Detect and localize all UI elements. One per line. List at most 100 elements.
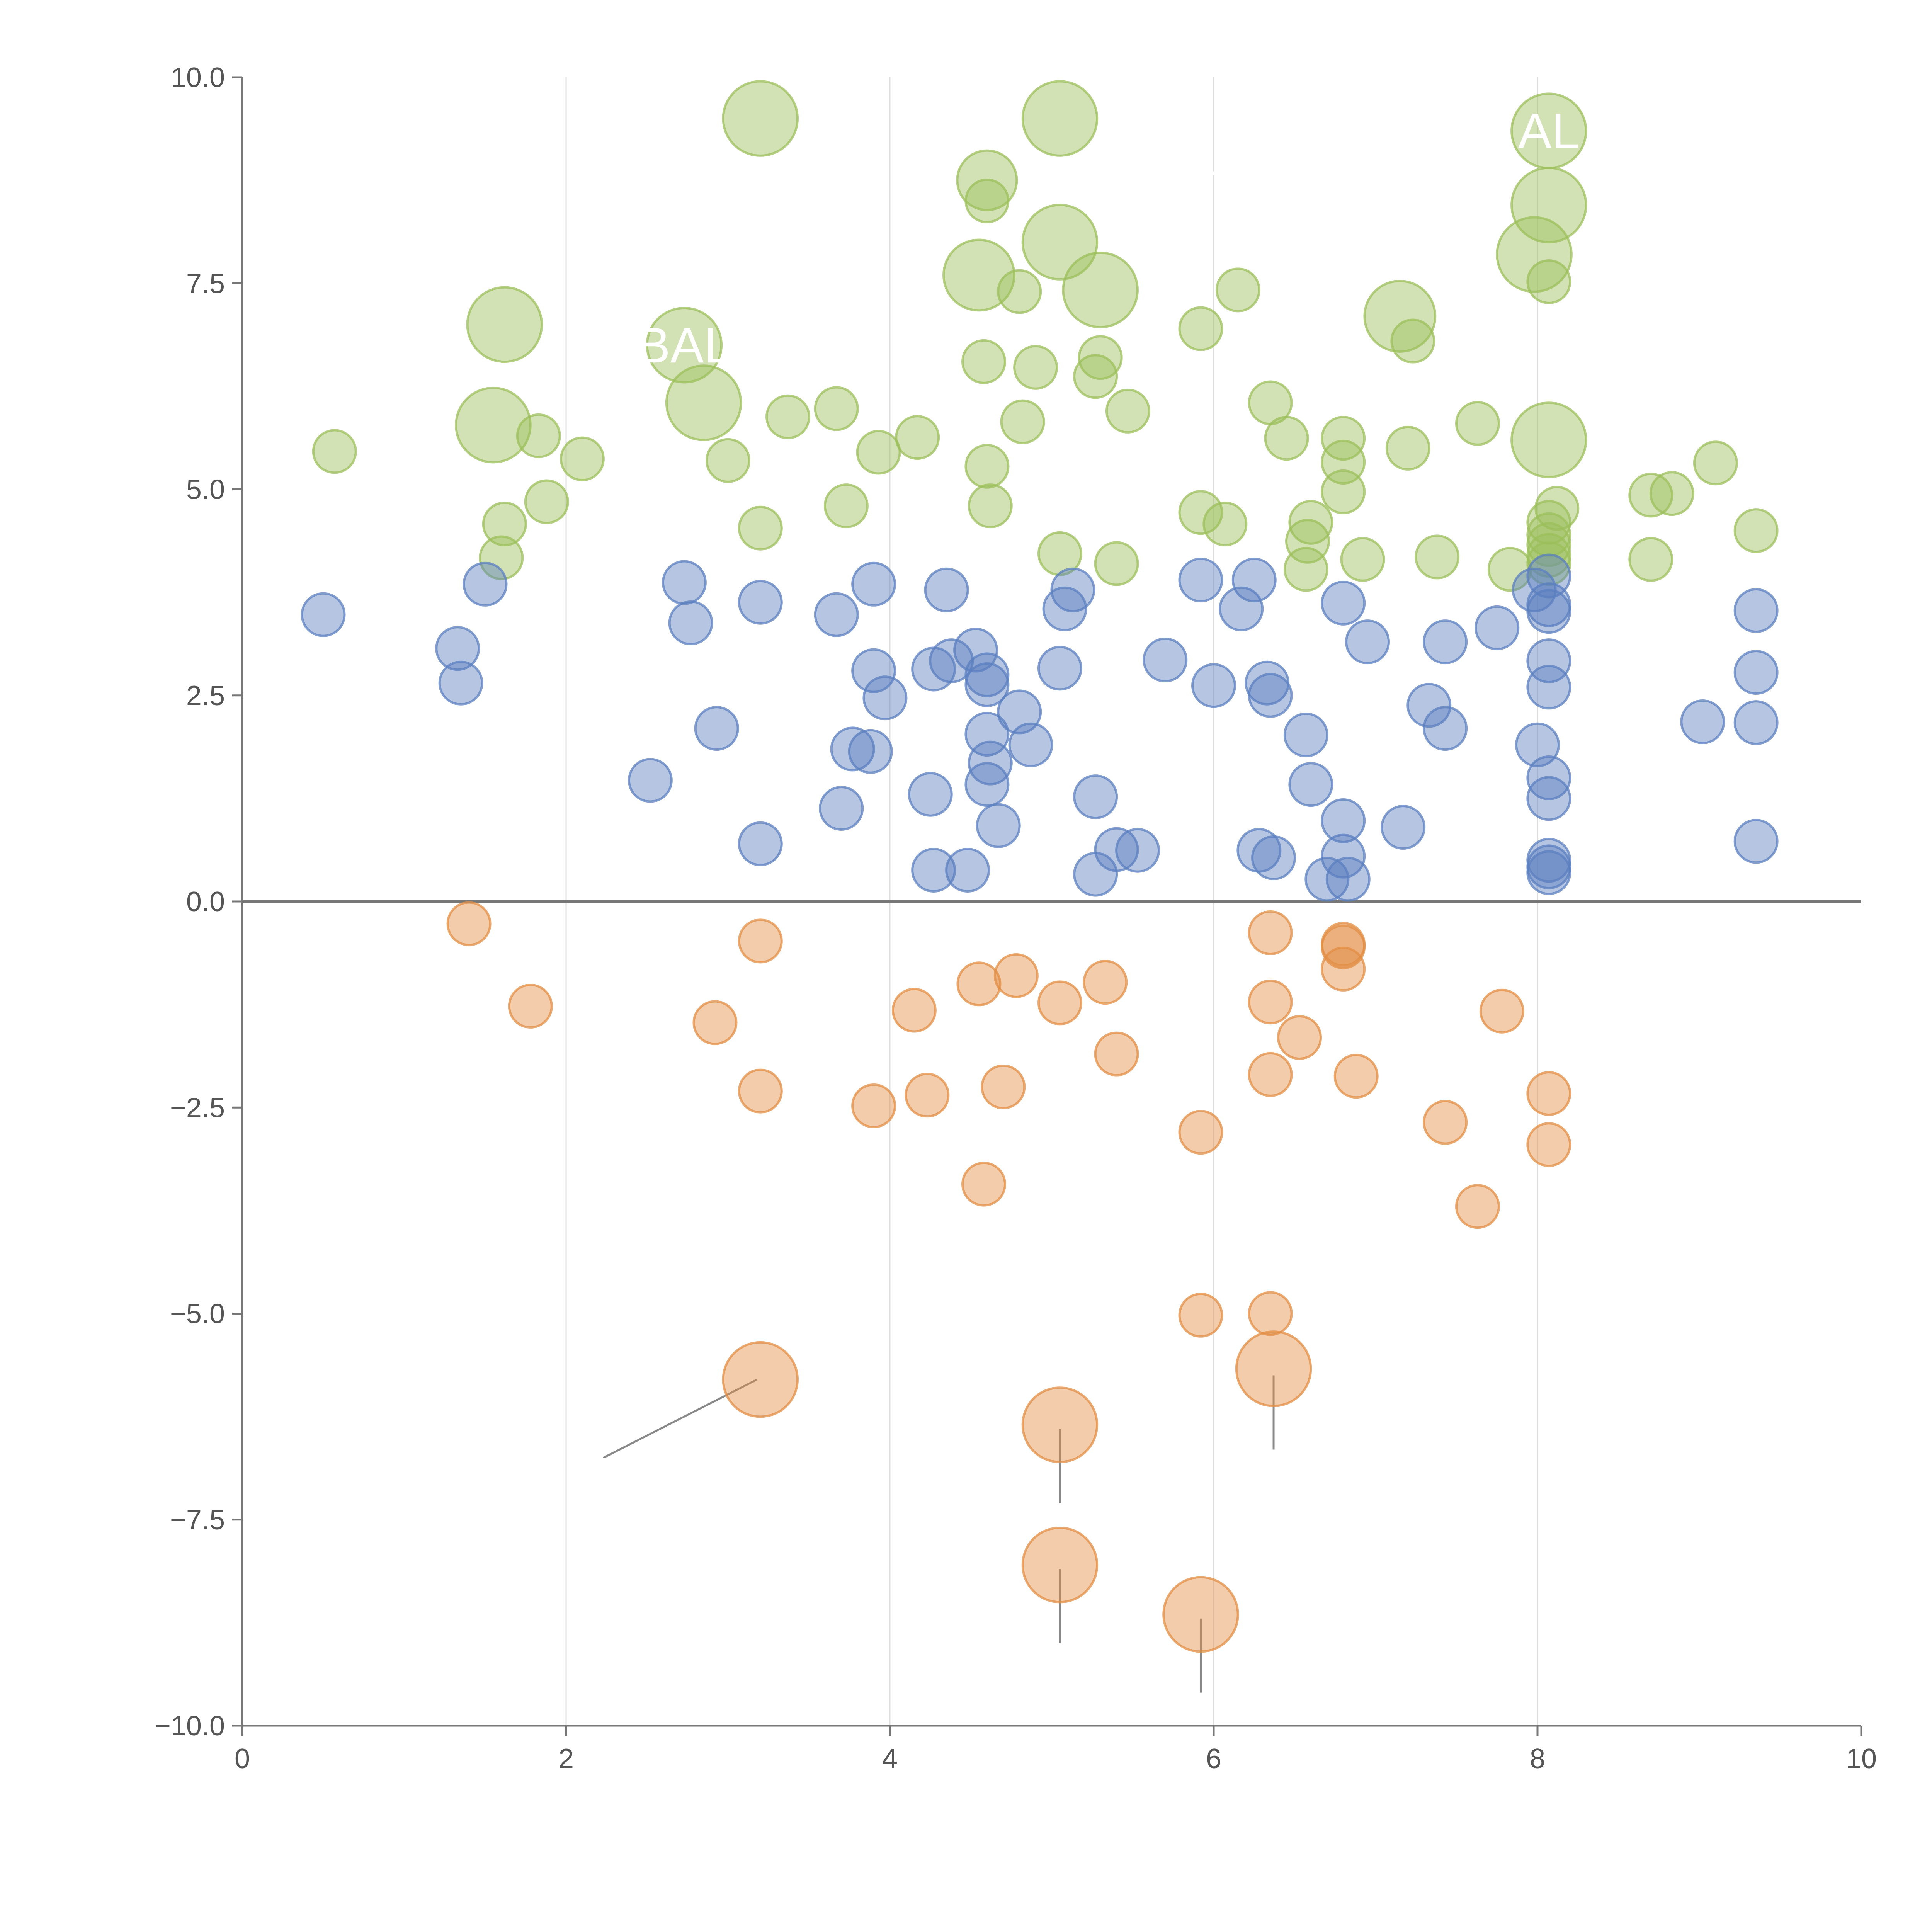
data-point — [1475, 605, 1520, 650]
data-point — [964, 662, 1010, 707]
data-point — [1215, 267, 1260, 313]
data-point — [851, 648, 896, 693]
y-tick-label: −2.5 — [170, 1092, 225, 1123]
data-point — [1236, 828, 1282, 873]
data-point — [1264, 416, 1309, 461]
data-point — [1042, 586, 1087, 631]
x-tick-label: 4 — [882, 1743, 898, 1774]
data-point — [856, 430, 901, 475]
y-tick-label: 7.5 — [186, 268, 225, 299]
data-point — [1178, 306, 1223, 351]
x-tick-label: 10 — [1846, 1743, 1877, 1774]
data-point — [738, 821, 783, 866]
y-tick-label: −5.0 — [170, 1299, 225, 1330]
data-point — [738, 580, 783, 625]
data-point — [823, 483, 869, 529]
axes-layer: 10.0 7.5 5.0 2.5 0.0 −2.5 −5.0 −7.5 −10.0 0 2 4 6 8 10 — [155, 62, 1877, 1774]
series-green — [312, 80, 1779, 592]
data-point — [1534, 486, 1580, 531]
data-point — [668, 600, 713, 646]
data-point — [1288, 762, 1333, 807]
data-point — [1008, 722, 1053, 767]
data-point — [956, 961, 1002, 1007]
data-point — [945, 847, 990, 893]
data-point — [1363, 280, 1437, 353]
data-point — [1526, 589, 1571, 634]
data-point — [1321, 416, 1366, 461]
data-point — [993, 953, 1039, 998]
data-point — [908, 772, 953, 817]
data-point — [479, 535, 524, 580]
data-point — [1248, 980, 1293, 1025]
data-point — [1526, 1122, 1571, 1167]
data-point — [738, 1068, 783, 1114]
data-point — [466, 286, 543, 363]
data-point — [1733, 508, 1779, 553]
annotation-layer: AL BAL T — [637, 103, 1580, 374]
leader-line-layer — [603, 1375, 1275, 1693]
data-point — [1191, 663, 1236, 708]
y-tick-label: 10.0 — [171, 62, 225, 93]
data-point — [1094, 1031, 1139, 1077]
data-point — [968, 483, 1013, 529]
data-point — [1321, 798, 1366, 843]
data-point — [1094, 541, 1139, 586]
data-point — [895, 415, 940, 460]
data-point — [981, 1064, 1026, 1109]
data-point — [1078, 335, 1123, 380]
data-point — [524, 479, 569, 524]
data-point — [1415, 534, 1460, 580]
data-point — [1178, 1110, 1223, 1155]
data-point — [301, 592, 346, 637]
data-point — [1526, 541, 1571, 586]
data-point — [1288, 500, 1333, 545]
data-point — [1321, 946, 1366, 992]
data-point — [1277, 1015, 1322, 1060]
data-point — [942, 238, 1015, 312]
data-point — [1178, 1293, 1223, 1338]
series-blue — [301, 553, 1779, 902]
data-point — [1021, 1526, 1099, 1604]
data-point — [1526, 776, 1571, 821]
data-point — [964, 712, 1010, 757]
data-point — [976, 803, 1021, 848]
series-orange — [446, 901, 1571, 1653]
data-point — [1479, 988, 1524, 1034]
data-point — [463, 561, 508, 607]
data-point — [722, 80, 799, 157]
data-point — [1248, 673, 1293, 718]
data-point — [1406, 683, 1452, 728]
data-point — [964, 444, 1010, 489]
data-point — [516, 413, 561, 458]
data-point — [1062, 252, 1139, 328]
data-point — [1455, 401, 1500, 446]
data-point — [1248, 1052, 1293, 1097]
data-point — [738, 505, 783, 551]
data-point — [738, 918, 783, 964]
data-point — [508, 983, 553, 1029]
y-tick-label: −10.0 — [155, 1711, 225, 1742]
data-point — [312, 429, 357, 474]
data-point — [1455, 1184, 1500, 1229]
data-point — [1143, 638, 1188, 683]
x-tick-label: 2 — [558, 1743, 574, 1774]
data-point — [961, 339, 1007, 384]
point-label: AL — [1518, 103, 1580, 159]
data-point — [560, 436, 605, 481]
data-point — [1733, 819, 1779, 864]
data-point — [1105, 388, 1150, 434]
data-point — [1693, 440, 1738, 486]
data-point — [1162, 1576, 1239, 1653]
data-point — [819, 786, 864, 831]
data-point — [438, 660, 483, 706]
data-point — [1321, 833, 1366, 879]
y-tick-label: −7.5 — [170, 1505, 225, 1536]
data-point — [706, 438, 750, 483]
data-point — [1248, 910, 1293, 956]
data-point — [905, 1073, 950, 1118]
y-tick-label: 2.5 — [186, 680, 225, 711]
data-point — [628, 758, 673, 803]
data-point — [1381, 805, 1426, 850]
data-point — [1526, 665, 1571, 710]
data-point — [1345, 619, 1390, 665]
